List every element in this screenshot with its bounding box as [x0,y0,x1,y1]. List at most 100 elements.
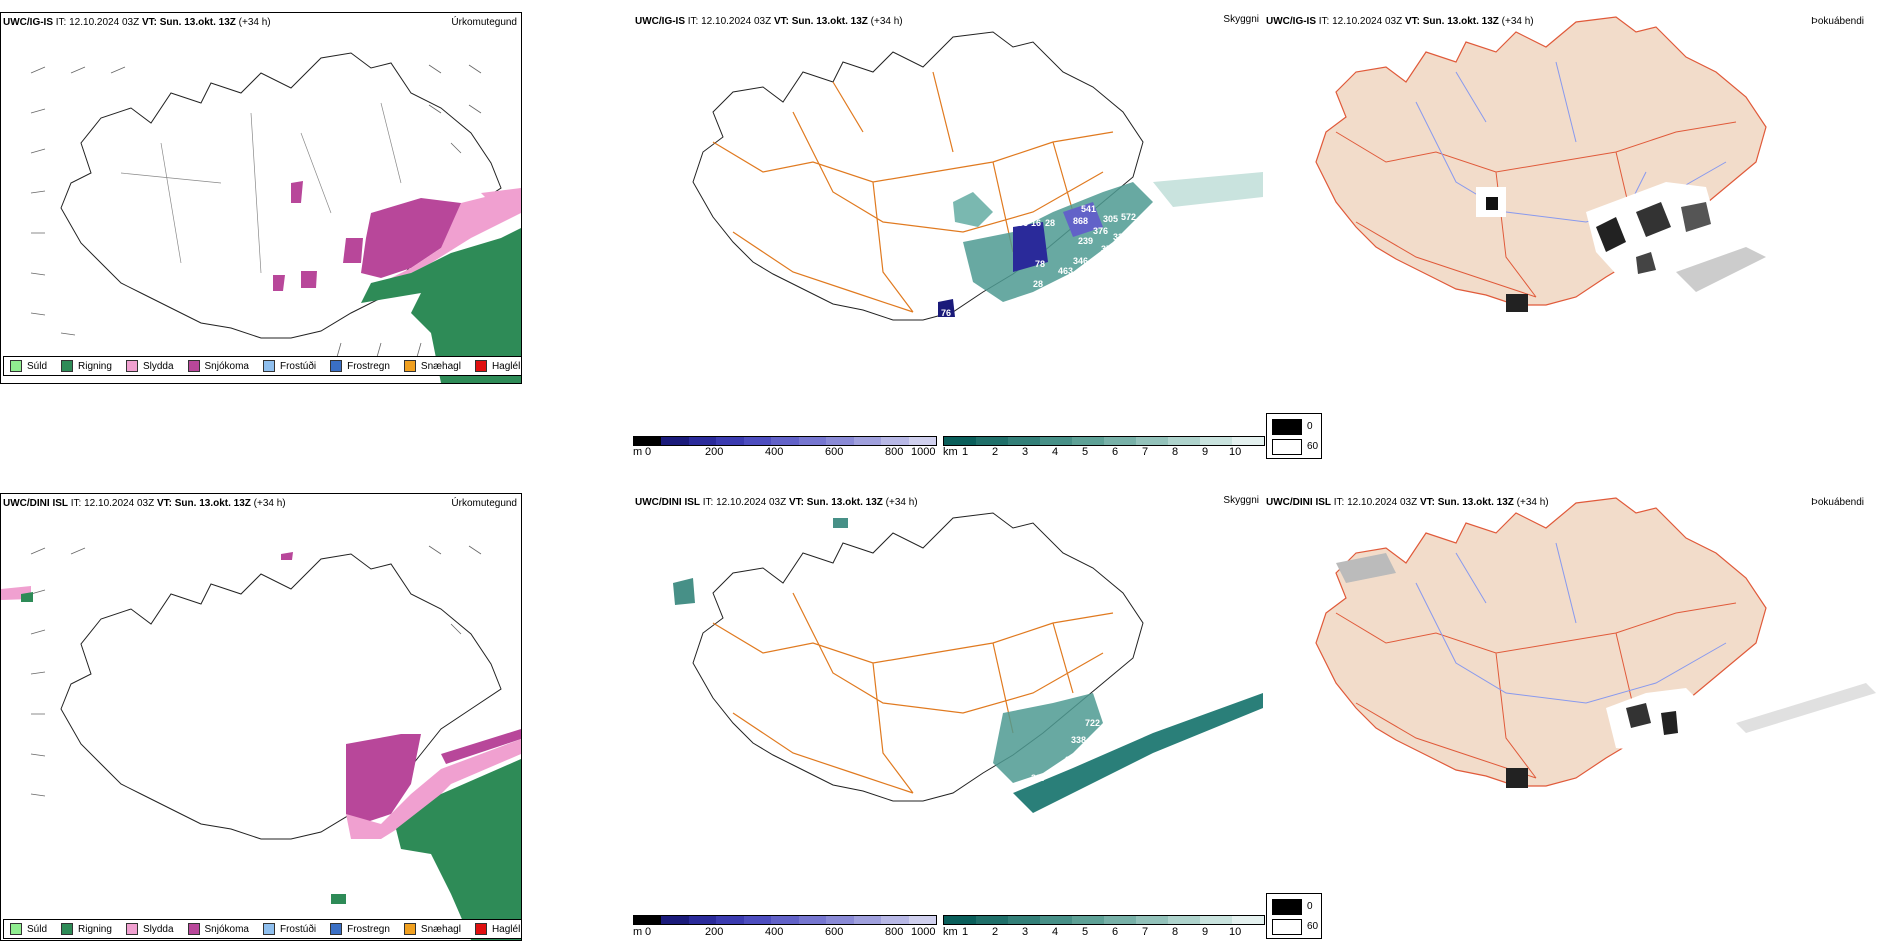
visibility-value: 338 [1071,735,1086,745]
cbar-tick: 5 [1082,926,1089,938]
visibility-value: 307 [1031,773,1046,783]
cbar-tick: 1 [962,926,969,938]
iceland-outline [60,553,502,840]
legend-item: Snjókoma [187,360,249,372]
fog-legend-swatch [1272,919,1302,935]
cbar-tick: 600 [825,446,844,458]
roads-rivers [1335,542,1737,779]
legend-swatch [125,360,138,372]
cbar-tick: 6 [1112,446,1119,458]
panel-header: UWC/IG-IS IT: 12.10.2024 03Z VT: Sun. 13… [3,17,271,28]
legend-item: Frostúði [262,360,316,372]
fog-panel-row2: Þokuábendi UWC/DINI ISL IT: 12.10.2024 0… [1266,493,1900,893]
legend-swatch [187,923,200,935]
visibility-value: 336 [1113,232,1128,242]
legend-swatch [262,923,275,935]
road-network [712,71,1114,313]
roads-rivers [1335,61,1737,298]
visibility-value: 36 [1018,218,1028,228]
visibility-panel-row1: 541 868 305 572 376 336 239 379 346 463 … [633,12,1263,382]
visibility-colorbar-labels: m 0 200 400 600 800 1000 km 1 2 3 4 5 6 … [633,926,1263,940]
precip-type-legend: Súld Rigning Slydda Snjókoma Frostúði Fr… [3,356,521,376]
visibility-map-row1: 541 868 305 572 376 336 239 379 346 463 … [692,31,1263,321]
legend-swatch [330,360,343,372]
fog-index-fields [1476,182,1766,312]
cbar-tick: 2 [992,926,999,938]
iceland-outline [692,31,1144,321]
legend-item: Rigning [61,360,112,372]
visibility-value: 376 [1093,226,1108,236]
cbar-tick: 7 [1142,926,1149,938]
cbar-tick: 800 [885,446,904,458]
visibility-value: 305 [1103,214,1118,224]
visibility-value: 379 [1101,244,1116,254]
fog-map-row1 [1315,16,1767,312]
precip-map-row1 [30,52,521,383]
cbar-tick: 400 [765,926,784,938]
legend-swatch [10,360,22,372]
snow-areas [281,552,521,824]
visibility-fields [673,518,1263,813]
road-network [712,592,1114,794]
visibility-map-row2: 722 338 849 307 [673,512,1263,813]
visibility-km-colorbar [943,436,1265,446]
legend-swatch [403,923,416,935]
fog-map-row2 [1315,497,1876,788]
panel-header: UWC/DINI ISL IT: 12.10.2024 03Z VT: Sun.… [3,498,286,509]
legend-item: Snæhagl [403,360,461,372]
fog-index-legend: 0 60 [1266,893,1322,939]
legend-swatch [10,923,22,935]
legend-item: Haglél [474,923,520,935]
visibility-value: 722 [1085,718,1100,728]
panel-type-label: Þokuábendi [1811,497,1864,508]
visibility-value: 346 [1073,256,1088,266]
legend-item: Frostregn [330,360,390,372]
visibility-value: 128 [1123,274,1138,284]
cbar-tick: 400 [765,446,784,458]
visibility-values: 722 338 849 307 [1031,718,1100,783]
legend-item: Frostúði [262,923,316,935]
visibility-m-colorbar [633,436,937,446]
cbar-tick: 1 [962,446,969,458]
visibility-value: 463 [1058,266,1073,276]
cbar-tick: 600 [825,926,844,938]
fog-legend-swatch [1272,419,1302,435]
legend-swatch [125,923,138,935]
visibility-fields [938,172,1263,317]
cbar-unit: m [633,926,643,938]
panel-header: UWC/IG-IS IT: 12.10.2024 03Z VT: Sun. 13… [1266,16,1534,27]
legend-item: Rigning [61,923,112,935]
legend-swatch [403,360,416,372]
panel-type-label: Skyggni [1223,495,1259,506]
visibility-value: 541 [1081,204,1096,214]
visibility-value: 28 [1033,279,1043,289]
legend-item: Slydda [125,923,174,935]
cbar-tick: 10 [1229,926,1242,938]
cbar-unit: km [943,446,958,458]
rain-areas [21,592,521,940]
visibility-value: 868 [1073,216,1088,226]
visibility-value: 28 [1045,218,1055,228]
panel-header: UWC/DINI ISL IT: 12.10.2024 03Z VT: Sun.… [635,497,918,508]
precip-panel-row2: UWC/DINI ISL IT: 12.10.2024 03Z VT: Sun.… [0,493,522,941]
fog-index-legend: 0 60 [1266,413,1322,459]
legend-swatch [61,923,74,935]
legend-swatch [61,360,74,372]
precip-panel-row1: UWC/IG-IS IT: 12.10.2024 03Z VT: Sun. 13… [0,12,522,384]
cbar-tick: 200 [705,446,724,458]
cbar-tick: 9 [1202,926,1209,938]
visibility-value: 320 [1068,282,1083,292]
fog-legend-label: 0 [1307,421,1313,432]
cbar-tick: 8 [1172,446,1179,458]
cbar-unit: km [943,926,958,938]
visibility-km-colorbar [943,915,1265,925]
legend-item: Súld [10,360,47,372]
visibility-value: 849 [1065,755,1080,765]
precip-map-row2 [1,545,521,940]
fog-panel-row1: Þokuábendi UWC/IG-IS IT: 12.10.2024 03Z … [1266,12,1900,382]
visibility-value: 76 [941,308,951,318]
snow-areas [273,181,471,291]
cbar-tick: 3 [1022,926,1029,938]
panel-type-label: Þokuábendi [1811,16,1864,27]
legend-swatch [262,360,275,372]
